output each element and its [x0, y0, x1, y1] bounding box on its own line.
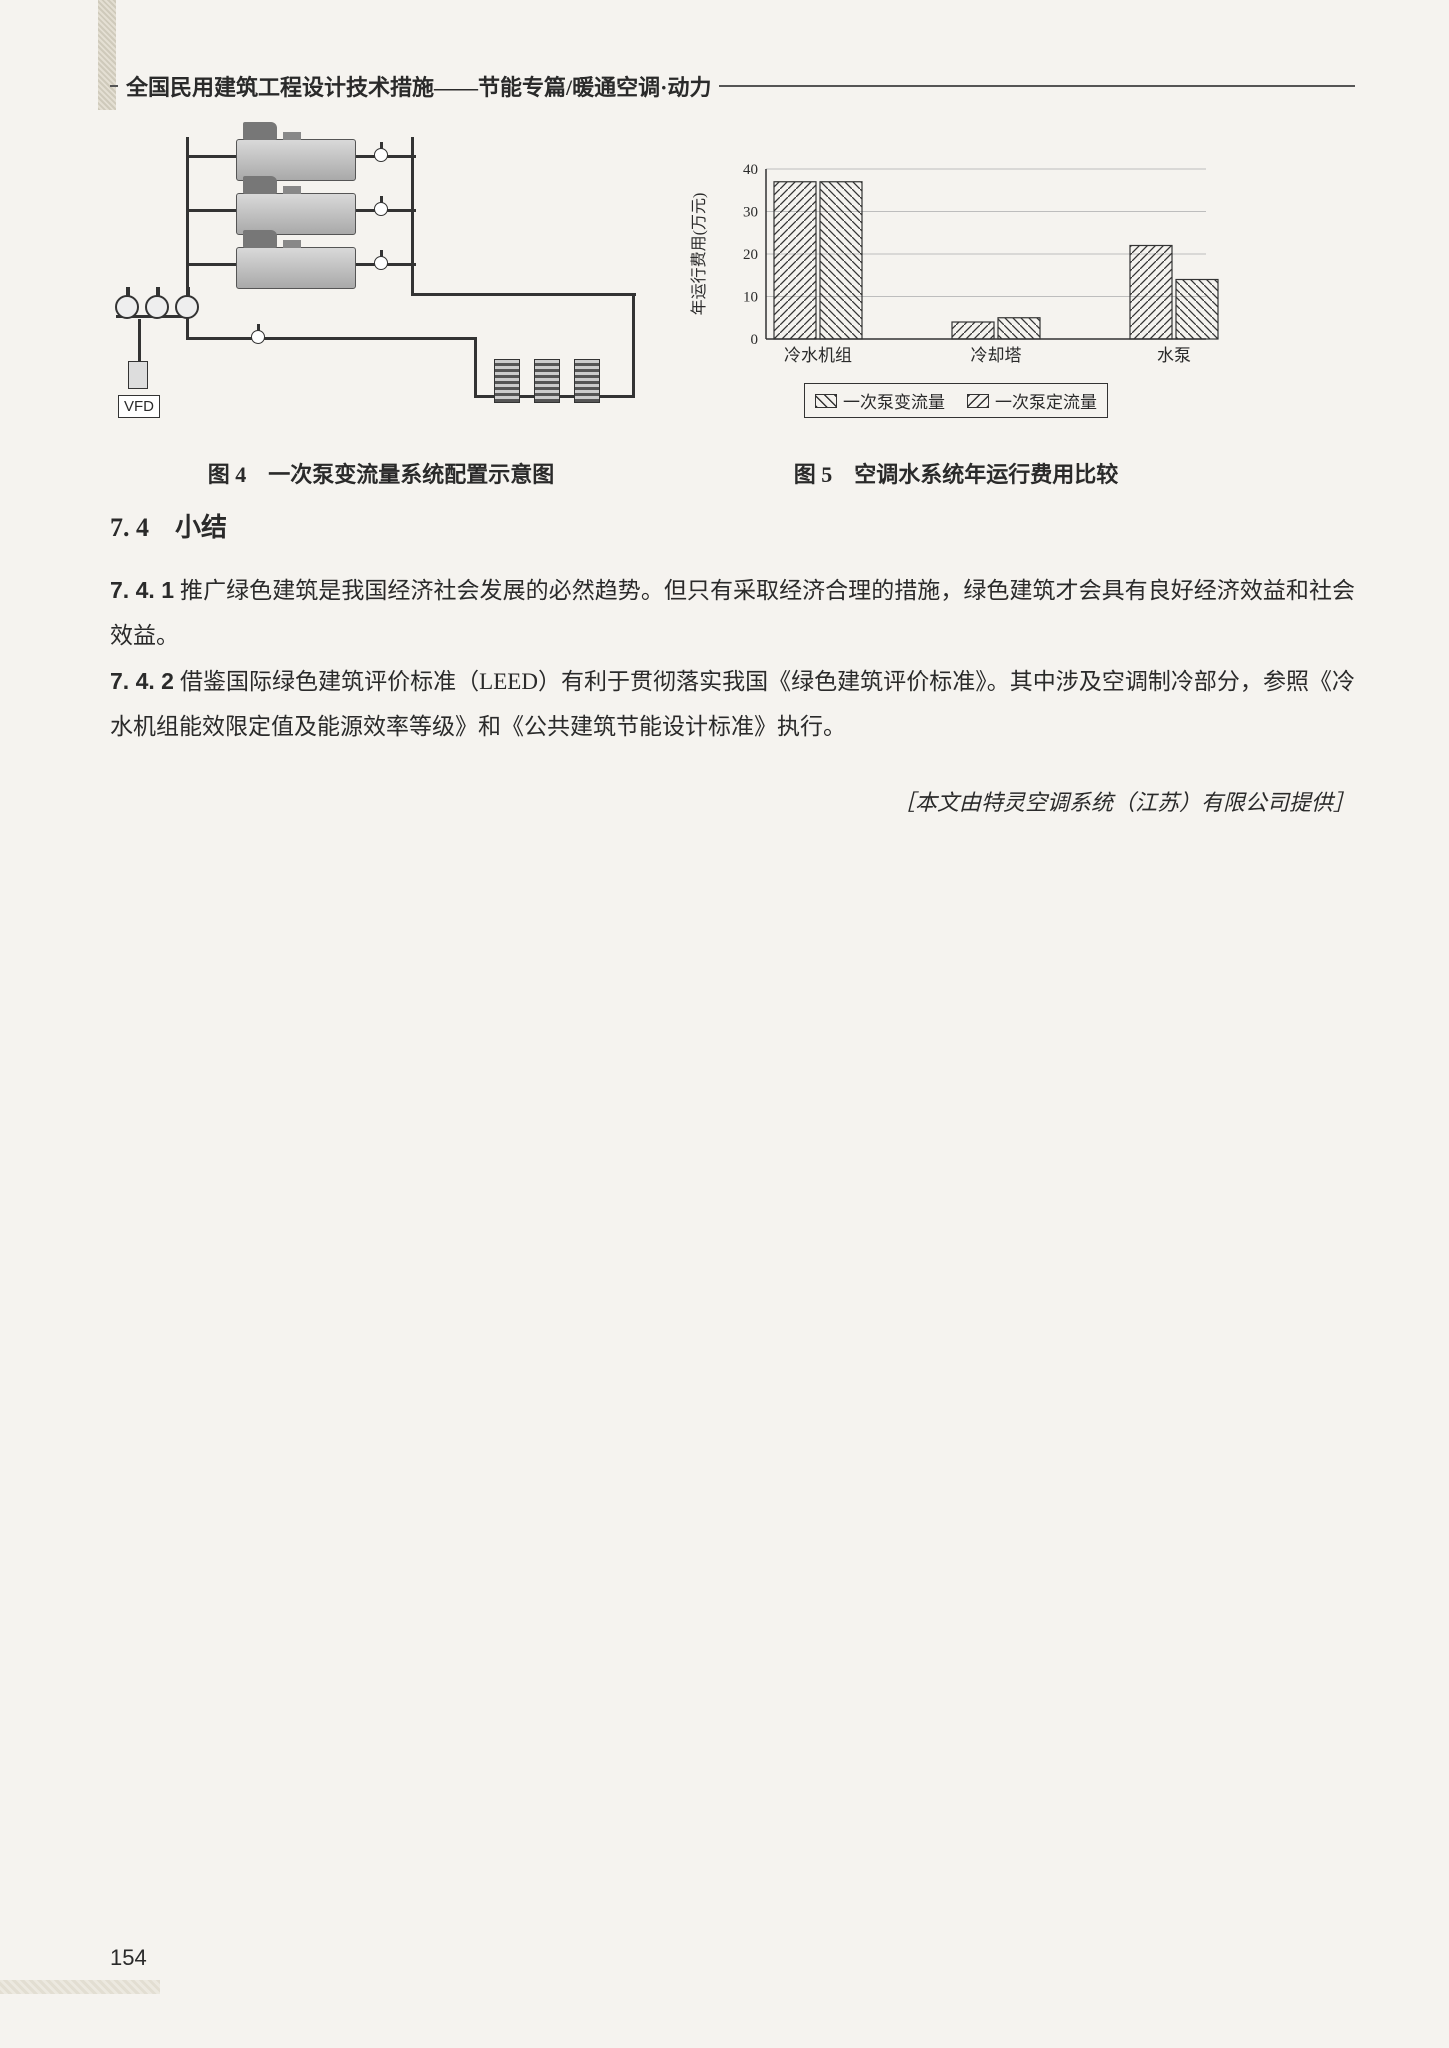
- svg-text:20: 20: [743, 247, 758, 263]
- chiller-icon: [236, 139, 356, 181]
- paragraph-text: 推广绿色建筑是我国经济社会发展的必然趋势。但只有采取经济合理的措施，绿色建筑才会…: [110, 578, 1355, 648]
- legend-item: 一次泵变流量: [815, 388, 945, 413]
- svg-text:30: 30: [743, 205, 758, 221]
- figure-5: 0 10 20 30 40 年运行费用(万元) 冷水机组 冷却塔 水泵 一次泵变流量 一次泵定流量…: [676, 157, 1236, 489]
- paragraph-number: 7. 4. 1: [110, 577, 174, 603]
- section-number: 7. 4: [110, 513, 149, 542]
- running-header: 全国民用建筑工程设计技术措施——节能专篇/暖通空调·动力: [110, 70, 1355, 102]
- vfd-label: VFD: [118, 395, 160, 418]
- pump-icon: [175, 295, 199, 319]
- pump-icon: [115, 295, 139, 319]
- credit-line: ［本文由特灵空调系统（江苏）有限公司提供］: [110, 785, 1355, 817]
- paragraph: 7. 4. 1推广绿色建筑是我国经济社会发展的必然趋势。但只有采取经济合理的措施…: [110, 568, 1355, 659]
- svg-text:0: 0: [751, 332, 759, 348]
- paragraph-text: 借鉴国际绿色建筑评价标准（LEED）有利于贯彻落实我国《绿色建筑评价标准》。其中…: [110, 669, 1355, 739]
- pipe: [411, 137, 414, 295]
- schematic-diagram: VFD: [116, 137, 636, 427]
- legend-swatch: [967, 394, 989, 408]
- legend-label: 一次泵定流量: [995, 388, 1097, 413]
- pump-icon: [145, 295, 169, 319]
- valve-icon: [251, 330, 265, 344]
- legend-label: 一次泵变流量: [843, 388, 945, 413]
- svg-text:水泵: 水泵: [1157, 346, 1191, 365]
- paragraph-number: 7. 4. 2: [110, 668, 174, 694]
- valve-icon: [374, 256, 388, 270]
- ahu-icon: [534, 359, 560, 403]
- svg-text:冷水机组: 冷水机组: [784, 346, 852, 365]
- ahu-icon: [494, 359, 520, 403]
- svg-text:冷却塔: 冷却塔: [971, 346, 1022, 365]
- valve-icon: [374, 148, 388, 162]
- legend-item: 一次泵定流量: [967, 388, 1097, 413]
- pump-group: [114, 295, 200, 324]
- chart-legend: 一次泵变流量 一次泵定流量: [804, 383, 1108, 418]
- svg-text:40: 40: [743, 162, 758, 178]
- legend-swatch: [815, 394, 837, 408]
- header-title: 全国民用建筑工程设计技术措施——节能专篇/暖通空调·动力: [118, 70, 719, 102]
- body-text: 7. 4. 1推广绿色建筑是我国经济社会发展的必然趋势。但只有采取经济合理的措施…: [110, 568, 1355, 749]
- figure-5-caption: 图 5 空调水系统年运行费用比较: [676, 457, 1236, 489]
- footer-strip: [0, 1980, 160, 1994]
- header-rule-left: [110, 85, 118, 87]
- section-heading: 7. 4 小结: [110, 507, 1355, 544]
- page-content: 全国民用建筑工程设计技术措施——节能专篇/暖通空调·动力: [110, 70, 1355, 817]
- valve-icon: [374, 202, 388, 216]
- ahu-icon: [574, 359, 600, 403]
- svg-text:年运行费用(万元): 年运行费用(万元): [690, 193, 708, 316]
- paragraph: 7. 4. 2借鉴国际绿色建筑评价标准（LEED）有利于贯彻落实我国《绿色建筑评…: [110, 659, 1355, 750]
- section-title: 小结: [175, 513, 227, 542]
- chiller-icon: [236, 193, 356, 235]
- chiller-icon: [236, 247, 356, 289]
- vfd-icon: [128, 361, 148, 389]
- page-number: 154: [110, 1945, 147, 1971]
- svg-text:10: 10: [743, 290, 758, 306]
- header-rule-right: [719, 85, 1355, 87]
- bar-chart: 0 10 20 30 40 年运行费用(万元) 冷水机组 冷却塔 水泵: [676, 157, 1236, 377]
- figure-4-caption: 图 4 一次泵变流量系统配置示意图: [116, 457, 646, 489]
- figure-4: VFD 图 4 一次泵变流量系统配置示意图: [116, 137, 646, 489]
